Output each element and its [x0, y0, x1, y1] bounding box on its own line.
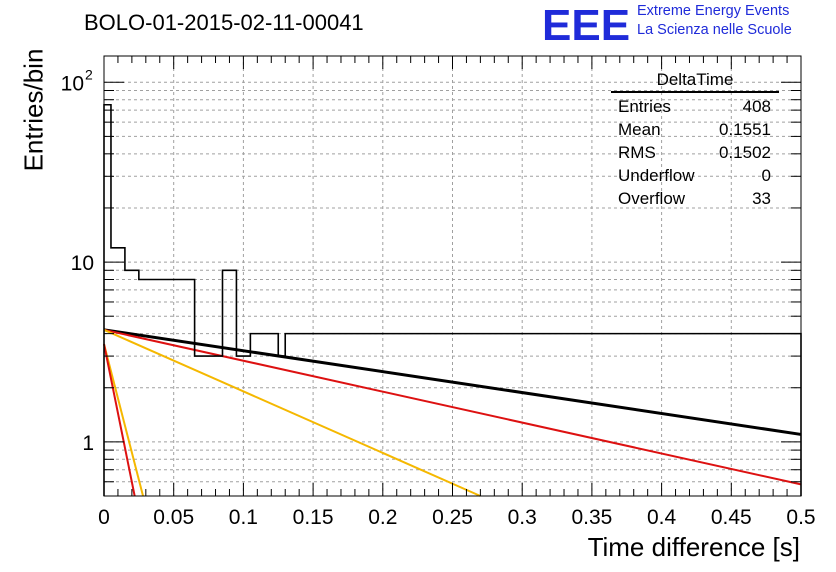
x-tick-label: 0.4 — [647, 506, 677, 529]
y-tick-label: 10 — [61, 72, 84, 95]
histogram-series — [103, 103, 802, 496]
y-tick-label: 10 — [71, 252, 94, 275]
logo-tagline: Extreme Energy Events La Scienza nelle S… — [637, 2, 792, 40]
stats-box: DeltaTime Entries 408 Mean 0.1551 RMS 0.150… — [611, 70, 779, 210]
y-tick-exponent: 2 — [85, 66, 93, 82]
tagline-line-2: La Scienza nelle Scuole — [637, 22, 792, 38]
y-axis-label: Entries/bin — [18, 48, 49, 172]
fit-line — [103, 343, 145, 497]
histogram-outline — [103, 103, 802, 496]
stat-label: Underflow — [618, 166, 695, 185]
stat-value: 0.1502 — [719, 143, 771, 162]
x-tick-label: 0.05 — [153, 506, 194, 529]
x-tick-label: 0.3 — [508, 506, 537, 529]
stat-label: Overflow — [618, 189, 686, 208]
eee-logo: EEE — [542, 2, 630, 46]
stat-label: Entries — [618, 97, 671, 116]
stat-row: RMS 0.1502 — [611, 141, 779, 164]
x-tick-label: 0.25 — [432, 506, 473, 529]
stat-value: 0 — [761, 166, 771, 185]
x-tick-label: 0.15 — [293, 506, 334, 529]
tick-labels: 0 0.05 0.1 0.15 0.2 0.25 0.3 0.35 0.4 0.45 0.5 1 10 1… — [61, 66, 816, 529]
stat-row: Underflow 0 — [611, 164, 779, 187]
fit-line — [103, 328, 802, 486]
fit-lines — [103, 328, 802, 497]
tagline-line-1: Extreme Energy Events — [637, 3, 790, 19]
stat-row: Overflow 33 — [611, 187, 779, 210]
x-axis-label: Time difference [s] — [587, 532, 800, 562]
axis-ticks — [103, 56, 802, 496]
stat-label: Mean — [618, 120, 661, 139]
fit-line — [103, 328, 802, 436]
fit-line — [103, 343, 136, 497]
y-tick-label: 1 — [82, 432, 94, 455]
stat-row: Mean 0.1551 — [611, 118, 779, 141]
svg-text:EEE: EEE — [542, 2, 630, 46]
stat-value: 408 — [742, 97, 771, 116]
stat-value: 33 — [752, 189, 771, 208]
stat-row: Entries 408 — [611, 95, 779, 118]
x-tick-label: 0.2 — [368, 506, 397, 529]
fit-line — [103, 328, 481, 497]
stat-value: 0.1551 — [719, 120, 771, 139]
plot-title: BOLO-01-2015-02-11-00041 — [84, 10, 364, 35]
x-tick-label: 0 — [98, 506, 110, 529]
x-tick-label: 0.1 — [229, 506, 258, 529]
x-tick-label: 0.5 — [786, 506, 815, 529]
stats-title: DeltaTime — [611, 70, 779, 93]
x-tick-label: 0.35 — [571, 506, 612, 529]
x-tick-label: 0.45 — [711, 506, 752, 529]
stat-label: RMS — [618, 143, 656, 162]
